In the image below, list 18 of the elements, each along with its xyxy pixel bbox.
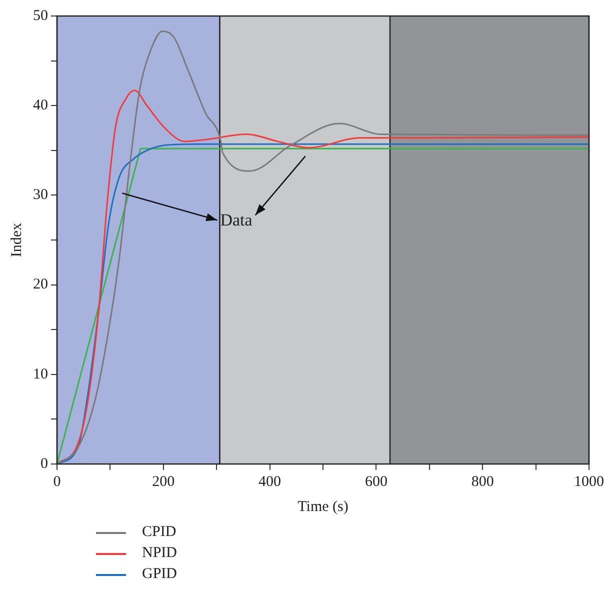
y-axis-title: Index: [8, 222, 25, 258]
annotation: Data: [220, 210, 253, 230]
y-tick-label: 20: [33, 276, 48, 293]
y-tick-label: 40: [33, 98, 48, 114]
x-tick-label: 200: [152, 474, 175, 490]
y-tick-label: 0: [40, 456, 48, 472]
x-tick-label: 800: [471, 474, 494, 490]
x-tick-label: 0: [53, 474, 61, 490]
y-tick-label: 30: [33, 187, 48, 204]
legend-label: GPID: [142, 566, 178, 583]
y-tick-label: 10: [33, 366, 48, 382]
x-tick-label: 400: [258, 474, 282, 490]
legend-label: NPID: [142, 545, 178, 562]
legend-label: CPID: [142, 524, 176, 541]
x-tick-label: 1000: [574, 474, 604, 490]
x-tick-label: 600: [364, 474, 388, 490]
y-tick-label: 50: [33, 8, 48, 24]
x-axis-title: Time (s): [298, 498, 348, 515]
